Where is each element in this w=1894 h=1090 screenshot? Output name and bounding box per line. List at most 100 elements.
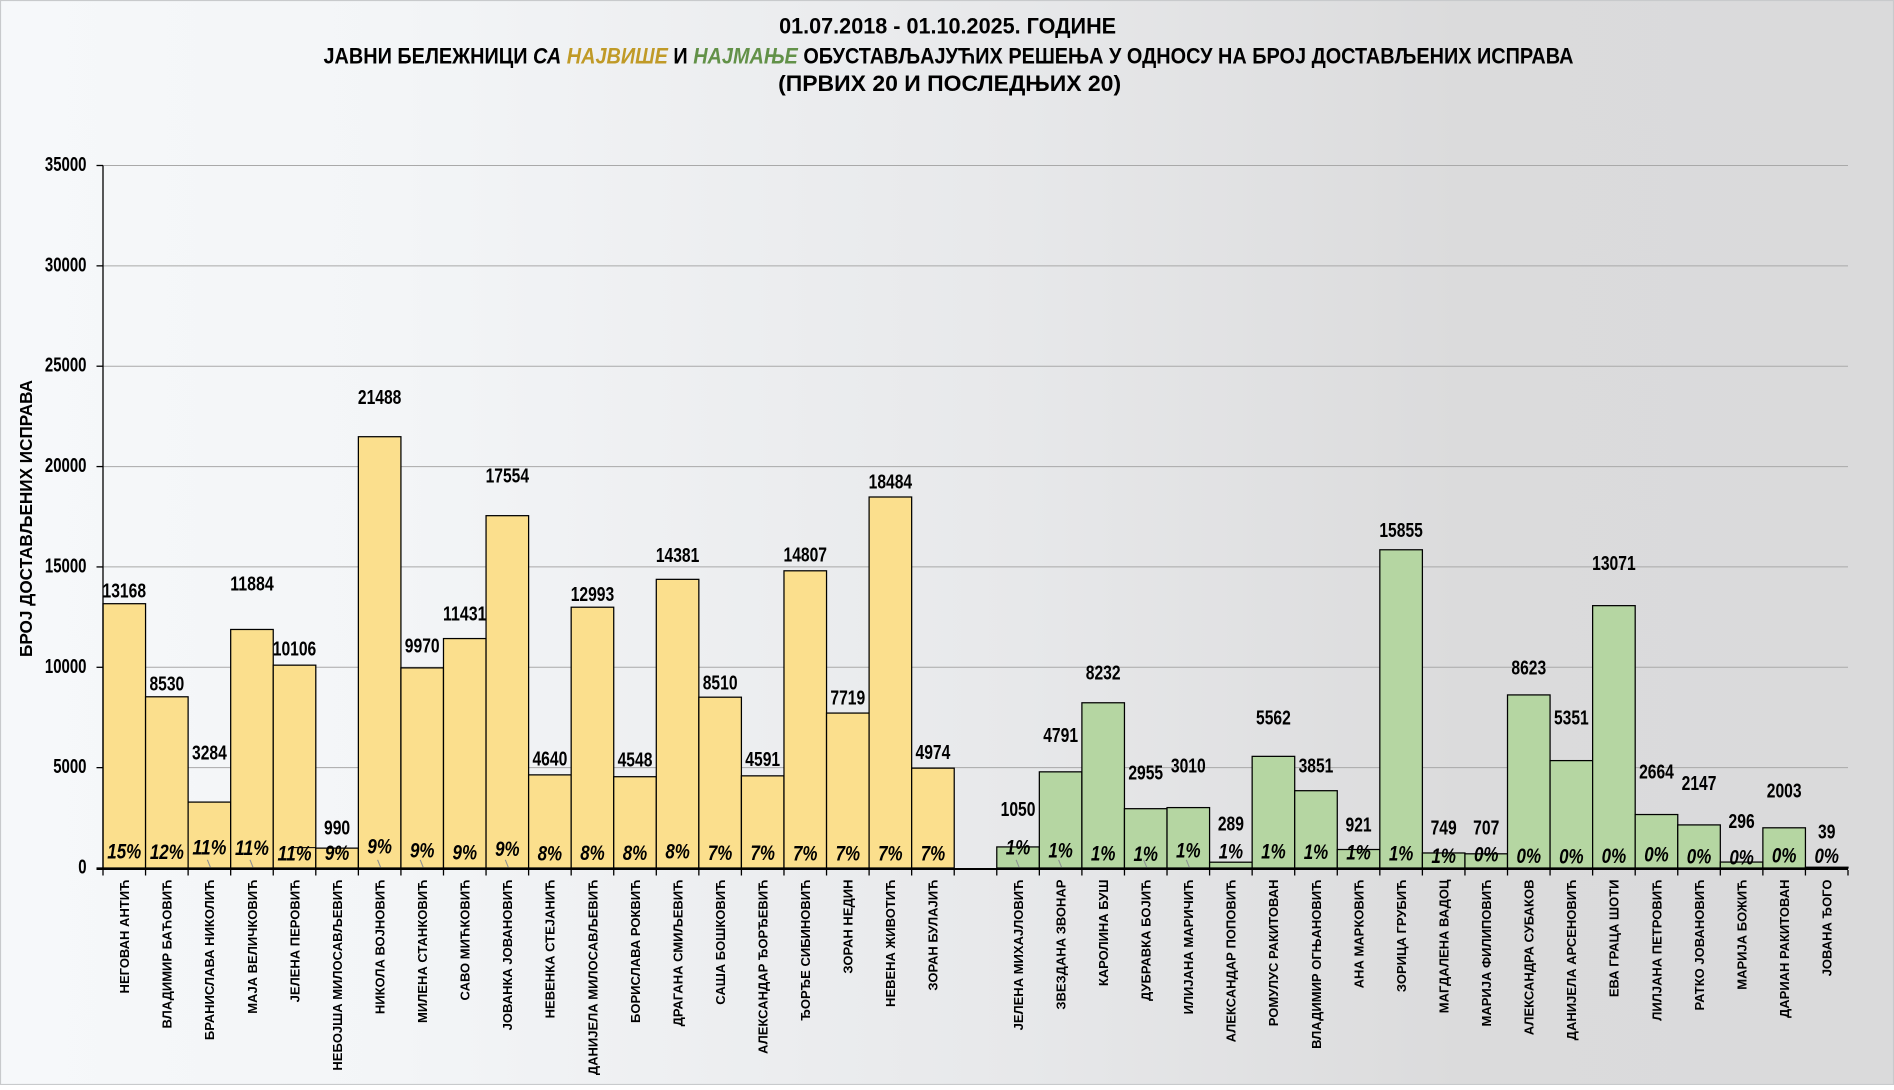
svg-text:10106: 10106 xyxy=(273,637,317,660)
svg-text:0%: 0% xyxy=(1474,844,1499,867)
svg-text:990: 990 xyxy=(324,816,350,839)
svg-text:2664: 2664 xyxy=(1639,760,1674,783)
svg-text:1%: 1% xyxy=(1304,841,1329,864)
svg-text:1%: 1% xyxy=(1261,840,1286,863)
svg-text:0%: 0% xyxy=(1559,846,1584,869)
svg-text:ВЛАДИМИР БАЋОВИЋ: ВЛАДИМИР БАЋОВИЋ xyxy=(160,880,175,1029)
svg-text:0%: 0% xyxy=(1687,846,1712,869)
svg-text:39: 39 xyxy=(1818,820,1835,843)
svg-text:5562: 5562 xyxy=(1256,706,1291,729)
svg-text:САША БОШКОВИЋ: САША БОШКОВИЋ xyxy=(713,880,728,1005)
svg-text:7%: 7% xyxy=(793,843,818,866)
svg-text:(ПРВИХ 20 И ПОСЛЕДЊИХ 20): (ПРВИХ 20 И ПОСЛЕДЊИХ 20) xyxy=(778,71,1121,96)
svg-text:4640: 4640 xyxy=(532,747,567,770)
svg-text:АЛЕКСАНДРА СУБАКОВ: АЛЕКСАНДРА СУБАКОВ xyxy=(1522,880,1537,1036)
svg-text:АЛЕКСАНДАР ЂОРЂЕВИЋ: АЛЕКСАНДАР ЂОРЂЕВИЋ xyxy=(756,880,771,1054)
svg-text:1%: 1% xyxy=(1219,840,1244,863)
svg-text:8232: 8232 xyxy=(1086,661,1121,684)
svg-text:ЛИЛЈАНА ПЕТРОВИЋ: ЛИЛЈАНА ПЕТРОВИЋ xyxy=(1649,880,1664,1021)
svg-text:30000: 30000 xyxy=(45,253,87,276)
svg-text:12%: 12% xyxy=(150,841,184,864)
svg-text:МАЈА ВЕЛИЧКОВИЋ: МАЈА ВЕЛИЧКОВИЋ xyxy=(245,880,260,1014)
svg-text:5351: 5351 xyxy=(1554,706,1589,729)
svg-text:1%: 1% xyxy=(1006,837,1031,860)
svg-text:15%: 15% xyxy=(107,841,141,864)
svg-text:МАРИЈА БОЖИЋ: МАРИЈА БОЖИЋ xyxy=(1734,880,1749,990)
svg-text:8%: 8% xyxy=(623,842,648,865)
svg-text:ЂОРЂЕ СИБИНОВИЋ: ЂОРЂЕ СИБИНОВИЋ xyxy=(798,880,813,1021)
svg-text:ЗОРИЦА ГРУБИЋ: ЗОРИЦА ГРУБИЋ xyxy=(1394,880,1409,993)
svg-text:3851: 3851 xyxy=(1299,754,1334,777)
svg-text:ЈАВНИ БЕЛЕЖНИЦИ СА НАЈВИШЕ И Н: ЈАВНИ БЕЛЕЖНИЦИ СА НАЈВИШЕ И НАЈМАЊЕ ОБУ… xyxy=(324,44,1574,69)
svg-text:18484: 18484 xyxy=(869,470,913,493)
svg-text:КАРОЛИНА БУШ: КАРОЛИНА БУШ xyxy=(1096,880,1111,987)
svg-text:1%: 1% xyxy=(1048,839,1073,862)
svg-text:МАРИЈА ФИЛИПОВИЋ: МАРИЈА ФИЛИПОВИЋ xyxy=(1479,880,1494,1027)
svg-text:1%: 1% xyxy=(1431,845,1456,868)
svg-text:7%: 7% xyxy=(836,843,861,866)
svg-text:9%: 9% xyxy=(325,842,350,865)
svg-text:4591: 4591 xyxy=(745,748,780,771)
svg-text:35000: 35000 xyxy=(45,153,87,176)
svg-text:1%: 1% xyxy=(1091,843,1116,866)
svg-text:НИКОЛА ВОЈНОВИЋ: НИКОЛА ВОЈНОВИЋ xyxy=(372,880,387,1015)
svg-text:ЗОРАН НЕДИН: ЗОРАН НЕДИН xyxy=(841,880,856,974)
svg-text:1%: 1% xyxy=(1389,843,1414,866)
svg-text:8%: 8% xyxy=(665,840,690,863)
svg-text:7%: 7% xyxy=(750,842,775,865)
svg-text:ЕВА ГРАЦА ШОТИ: ЕВА ГРАЦА ШОТИ xyxy=(1607,880,1622,998)
svg-text:АЛЕКСАНДАР ПОПОВИЋ: АЛЕКСАНДАР ПОПОВИЋ xyxy=(1224,880,1239,1043)
svg-text:7%: 7% xyxy=(708,842,733,865)
svg-text:ЈОВАНКА ЈОВАНОВИЋ: ЈОВАНКА ЈОВАНОВИЋ xyxy=(500,880,515,1031)
svg-text:ИЛИЈАНА МАРИЧИЋ: ИЛИЈАНА МАРИЧИЋ xyxy=(1181,880,1196,1015)
svg-text:9%: 9% xyxy=(410,839,435,862)
svg-text:7719: 7719 xyxy=(830,686,865,709)
svg-text:ВЛАДИМИР ОГЊАНОВИЋ: ВЛАДИМИР ОГЊАНОВИЋ xyxy=(1309,880,1324,1049)
svg-text:ЗОРАН БУЛАЈИЋ: ЗОРАН БУЛАЈИЋ xyxy=(926,880,941,991)
svg-text:БОРИСЛАВА РОКВИЋ: БОРИСЛАВА РОКВИЋ xyxy=(628,880,643,1023)
svg-text:4791: 4791 xyxy=(1043,724,1078,747)
svg-text:8623: 8623 xyxy=(1511,656,1546,679)
svg-text:ЈЕЛЕНА МИХАЈЛОВИЋ: ЈЕЛЕНА МИХАЈЛОВИЋ xyxy=(1011,880,1026,1031)
svg-text:2955: 2955 xyxy=(1128,761,1163,784)
svg-text:0%: 0% xyxy=(1517,845,1542,868)
svg-text:921: 921 xyxy=(1346,813,1372,836)
svg-text:11%: 11% xyxy=(192,837,226,860)
svg-text:ДАНИЈЕЛА МИЛОСАВЉЕВИЋ: ДАНИЈЕЛА МИЛОСАВЉЕВИЋ xyxy=(585,880,600,1076)
svg-text:9%: 9% xyxy=(453,841,478,864)
svg-text:13071: 13071 xyxy=(1592,552,1636,575)
svg-text:15000: 15000 xyxy=(45,554,87,577)
svg-text:01.07.2018 - 01.10.2025. ГОДИН: 01.07.2018 - 01.10.2025. ГОДИНЕ xyxy=(779,14,1116,39)
svg-text:НЕБОЈША МИЛОСАВЉЕВИЋ: НЕБОЈША МИЛОСАВЉЕВИЋ xyxy=(330,880,345,1071)
svg-text:НЕВЕНА ЖИВОТИЋ: НЕВЕНА ЖИВОТИЋ xyxy=(883,880,898,1007)
svg-text:АНА МАРКОВИЋ: АНА МАРКОВИЋ xyxy=(1351,880,1366,989)
svg-text:289: 289 xyxy=(1218,812,1244,835)
svg-text:РАТКО ЈОВАНОВИЋ: РАТКО ЈОВАНОВИЋ xyxy=(1692,880,1707,1011)
svg-text:20000: 20000 xyxy=(45,454,87,477)
svg-text:9%: 9% xyxy=(367,836,392,859)
svg-text:12993: 12993 xyxy=(571,583,615,606)
svg-text:4548: 4548 xyxy=(618,748,653,771)
svg-text:ЈОВАНА ЂОГО: ЈОВАНА ЂОГО xyxy=(1820,880,1835,977)
svg-text:14807: 14807 xyxy=(784,543,828,566)
svg-text:ДАНИЈЕЛА АРСЕНОВИЋ: ДАНИЈЕЛА АРСЕНОВИЋ xyxy=(1564,880,1579,1041)
svg-text:0%: 0% xyxy=(1814,845,1839,868)
svg-text:21488: 21488 xyxy=(358,386,402,409)
svg-text:БРАНИСЛАВА НИКОЛИЋ: БРАНИСЛАВА НИКОЛИЋ xyxy=(202,880,217,1041)
svg-text:1%: 1% xyxy=(1176,839,1201,862)
svg-text:8%: 8% xyxy=(580,842,605,865)
svg-text:4974: 4974 xyxy=(916,741,951,764)
svg-text:749: 749 xyxy=(1431,816,1457,839)
svg-text:НЕГОВАН АНТИЋ: НЕГОВАН АНТИЋ xyxy=(117,880,132,994)
svg-text:8510: 8510 xyxy=(703,671,738,694)
svg-text:МАГДАЛЕНА ВАДОЦ: МАГДАЛЕНА ВАДОЦ xyxy=(1436,879,1451,1013)
svg-text:0%: 0% xyxy=(1772,845,1797,868)
svg-text:0%: 0% xyxy=(1644,844,1669,867)
svg-text:8530: 8530 xyxy=(149,672,184,695)
svg-text:0: 0 xyxy=(78,856,86,879)
svg-text:САВО МИЋКОВИЋ: САВО МИЋКОВИЋ xyxy=(458,880,473,1001)
svg-text:25000: 25000 xyxy=(45,354,87,377)
svg-text:11%: 11% xyxy=(278,843,312,866)
svg-text:ДРАГАНА СМИЉЕВИЋ: ДРАГАНА СМИЉЕВИЋ xyxy=(670,880,685,1027)
svg-text:3284: 3284 xyxy=(192,741,227,764)
